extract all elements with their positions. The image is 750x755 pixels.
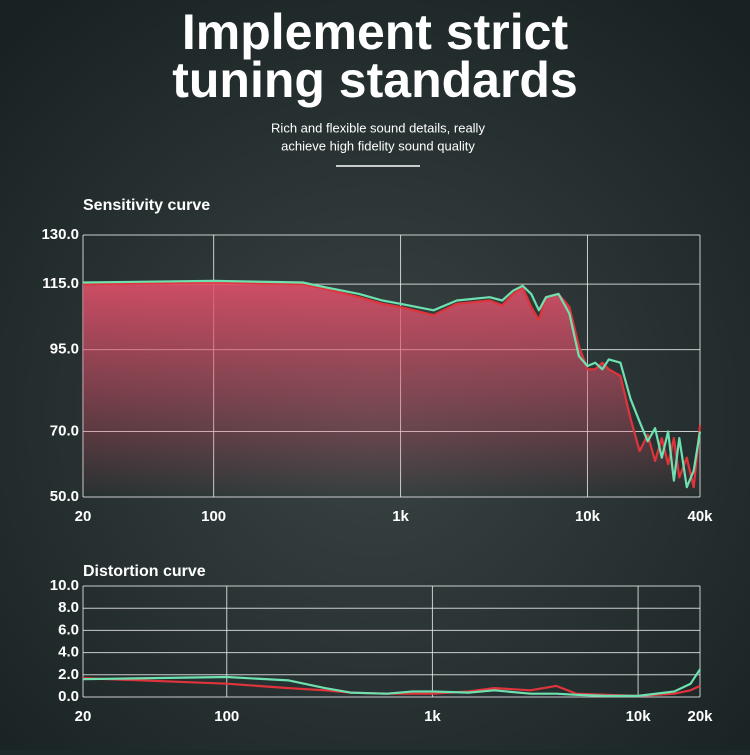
x-tick-label: 10k xyxy=(575,508,601,525)
y-tick-label: 95.0 xyxy=(50,341,79,358)
y-tick-label: 4.0 xyxy=(58,644,79,661)
y-tick-label: 8.0 xyxy=(58,599,79,616)
x-tick-label: 1k xyxy=(424,708,441,725)
x-tick-label: 100 xyxy=(214,708,239,725)
y-tick-label: 50.0 xyxy=(50,488,79,505)
series-line xyxy=(82,668,701,697)
x-tick-label: 20k xyxy=(687,708,713,725)
y-tick-label: 10.0 xyxy=(50,577,79,594)
x-tick-label: 10k xyxy=(626,708,652,725)
title: Implement strict xyxy=(182,4,569,60)
subtitle: Rich and flexible sound details, really xyxy=(271,120,485,135)
subtitle: achieve high fidelity sound quality xyxy=(281,138,475,153)
y-tick-label: 0.0 xyxy=(58,688,79,705)
x-tick-label: 1k xyxy=(392,508,409,525)
y-tick-label: 70.0 xyxy=(50,422,79,439)
y-tick-label: 115.0 xyxy=(42,275,79,292)
x-tick-label: 40k xyxy=(687,508,713,525)
y-tick-label: 2.0 xyxy=(58,666,79,683)
area xyxy=(83,282,700,497)
y-tick-label: 130.0 xyxy=(41,226,79,243)
x-tick-label: 100 xyxy=(201,508,226,525)
series-line xyxy=(82,279,702,489)
x-tick-label: 20 xyxy=(75,508,92,525)
x-tick-label: 20 xyxy=(75,708,92,725)
chart-title: Sensitivity curve xyxy=(83,197,210,214)
title: tuning standards xyxy=(172,52,578,108)
y-tick-label: 6.0 xyxy=(58,621,79,638)
chart-title: Distortion curve xyxy=(83,563,206,580)
